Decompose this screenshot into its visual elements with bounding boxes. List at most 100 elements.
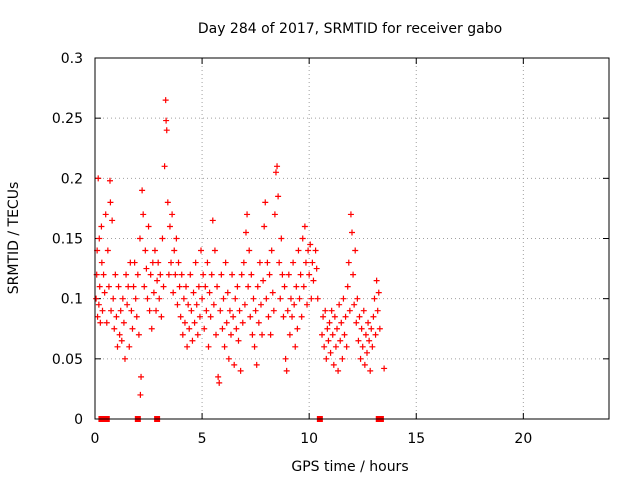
data-point: [319, 331, 326, 338]
data-point: [235, 337, 242, 344]
data-point: [204, 259, 211, 266]
data-point: [268, 247, 275, 254]
data-point: [136, 235, 143, 242]
data-point: [126, 343, 133, 350]
data-point: [154, 277, 161, 284]
data-point: [275, 193, 282, 200]
data-point: [97, 319, 104, 326]
data-point: [96, 235, 103, 242]
data-point: [231, 361, 238, 368]
data-point: [188, 307, 195, 314]
data-point: [336, 301, 343, 308]
data-point: [234, 283, 241, 290]
data-point: [300, 283, 307, 290]
data-point: [148, 325, 155, 332]
data-point: [219, 325, 226, 332]
data-point: [307, 241, 314, 248]
data-point: [108, 307, 115, 314]
data-point: [158, 313, 165, 320]
data-point: [329, 331, 336, 338]
data-point: [366, 337, 373, 344]
data-point: [139, 187, 146, 194]
data-point: [367, 367, 374, 374]
data-point: [161, 163, 168, 170]
data-point: [241, 301, 248, 308]
data-point: [296, 295, 303, 302]
chart-title: Day 284 of 2017, SRMTID for receiver gab…: [198, 21, 502, 37]
data-point: [286, 331, 293, 338]
data-point: [185, 301, 192, 308]
data-point: [320, 313, 327, 320]
data-point: [284, 307, 291, 314]
y-axis-label: SRMTID / TECUs: [6, 182, 22, 295]
data-point: [166, 223, 173, 230]
data-point: [199, 295, 206, 302]
data-point: [350, 271, 357, 278]
data-point: [310, 277, 317, 284]
data-point: [358, 325, 365, 332]
data-point: [203, 307, 210, 314]
data-point: [238, 271, 245, 278]
data-point: [216, 379, 223, 386]
data-point: [105, 283, 112, 290]
data-point: [271, 211, 278, 218]
data-point: [341, 331, 348, 338]
data-point: [368, 325, 375, 332]
data-point: [248, 271, 255, 278]
data-point: [355, 337, 362, 344]
data-point: [322, 307, 329, 314]
data-point: [209, 217, 216, 224]
data-point: [94, 313, 101, 320]
data-point: [233, 325, 240, 332]
data-point: [133, 313, 140, 320]
data-point: [186, 325, 193, 332]
data-point: [110, 295, 117, 302]
data-point: [276, 259, 283, 266]
data-point: [314, 295, 321, 302]
data-point: [157, 271, 164, 278]
data-point: [218, 271, 225, 278]
data-point: [115, 283, 122, 290]
data-point: [270, 307, 277, 314]
data-point: [135, 331, 142, 338]
data-point: [141, 283, 148, 290]
data-point: [304, 301, 311, 308]
data-point: [287, 295, 294, 302]
data-point: [138, 373, 145, 380]
data-point: [189, 337, 196, 344]
data-point: [176, 283, 183, 290]
y-tick-label: 0.2: [61, 171, 83, 187]
data-point: [205, 343, 212, 350]
data-point: [103, 319, 110, 326]
data-point: [201, 325, 208, 332]
y-tick-label: 0.15: [52, 232, 83, 248]
x-tick-label: 20: [514, 431, 532, 447]
data-point: [371, 295, 378, 302]
data-point: [150, 289, 157, 296]
data-point: [190, 289, 197, 296]
x-tick-label: 10: [300, 431, 318, 447]
data-point: [244, 211, 251, 218]
data-point: [98, 259, 105, 266]
data-point: [239, 319, 246, 326]
data-point: [297, 271, 304, 278]
data-point: [196, 313, 203, 320]
data-point: [346, 307, 353, 314]
data-point: [193, 301, 200, 308]
x-tick-label: 5: [198, 431, 207, 447]
data-point: [187, 271, 194, 278]
data-point: [251, 343, 258, 350]
data-point: [295, 247, 302, 254]
data-point: [312, 247, 319, 254]
data-point: [255, 319, 262, 326]
data-point: [119, 295, 126, 302]
data-point: [128, 307, 135, 314]
data-point: [372, 331, 379, 338]
data-point: [357, 355, 364, 362]
plot-frame: [94, 57, 610, 420]
data-point: [250, 295, 257, 302]
data-point: [211, 247, 218, 254]
data-point: [169, 211, 176, 218]
data-point: [102, 211, 109, 218]
data-point: [302, 259, 309, 266]
